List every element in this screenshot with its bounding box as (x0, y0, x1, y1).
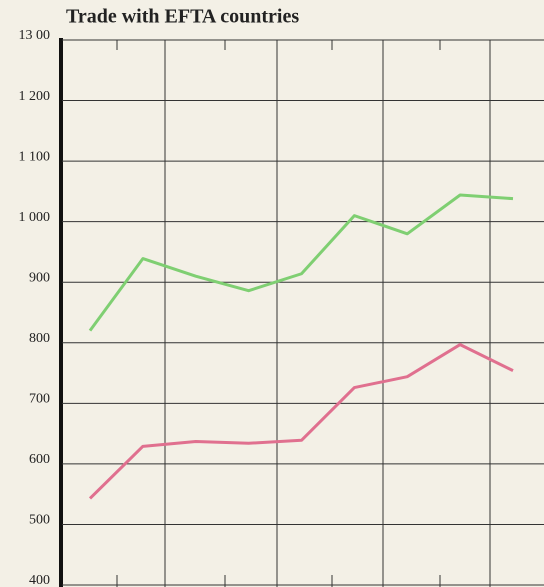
vertical-grid (116, 40, 491, 587)
data-line (88, 193, 514, 332)
y-tick-label: 600 (29, 452, 50, 467)
y-tick-label: 500 (29, 513, 50, 528)
y-tick-label: 1 100 (19, 149, 51, 164)
data-line (88, 343, 514, 500)
y-tick-label: 400 (29, 573, 50, 587)
y-tick-label: 700 (29, 392, 50, 407)
y-tick-label: 13 00 (19, 28, 51, 43)
y-tick-label: 900 (29, 270, 50, 285)
y-tick-label: 800 (29, 331, 50, 346)
y-tick-label: 1 200 (19, 89, 51, 104)
chart-title: Trade with EFTA countries (66, 6, 299, 28)
y-tick-label: 1 000 (19, 210, 51, 225)
